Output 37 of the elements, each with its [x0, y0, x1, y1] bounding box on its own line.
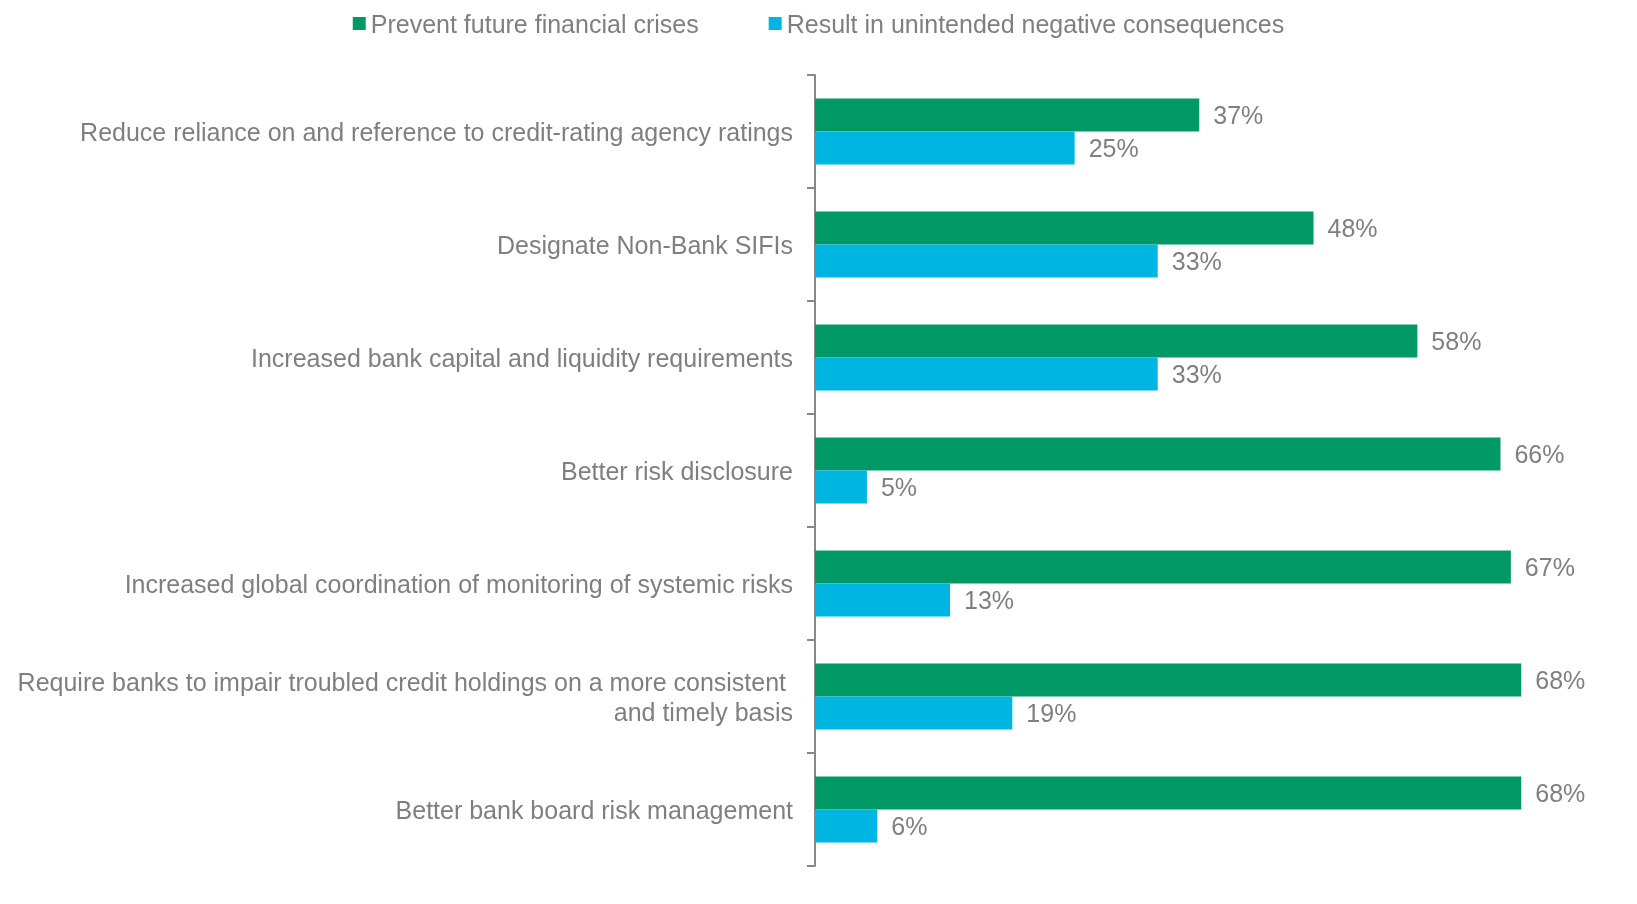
y-tick-label: Increased global coordination of monitoring of systemic risks — [124, 569, 793, 598]
bar — [815, 696, 1013, 730]
bar — [815, 357, 1158, 391]
y-tick-label: Increased bank capital and liquidity requirements — [251, 343, 793, 372]
bar — [815, 98, 1200, 132]
y-tick-label: Better risk disclosure — [560, 456, 793, 485]
y-tick-label: Require banks to impair troubled credit holdings on a more consistent and timely basis — [17, 667, 793, 726]
bar — [815, 324, 1418, 358]
data-label: 37% — [1213, 101, 1264, 129]
bar — [815, 663, 1522, 697]
data-label: 48% — [1327, 214, 1378, 242]
bar — [815, 776, 1522, 810]
data-label: 68% — [1535, 779, 1586, 807]
y-tick-label: Better bank board risk management — [395, 795, 794, 824]
y-tick-label: Designate Non-Bank SIFIs — [497, 230, 793, 259]
bar — [815, 131, 1075, 165]
data-label: 6% — [891, 812, 928, 840]
bar — [815, 211, 1314, 245]
data-label: 66% — [1514, 440, 1565, 468]
data-label: 25% — [1088, 134, 1139, 162]
data-label: 5% — [880, 473, 918, 501]
bar — [815, 244, 1158, 278]
data-label: 33% — [1171, 360, 1222, 388]
bar — [815, 470, 867, 504]
data-label: 58% — [1431, 327, 1482, 355]
bar — [815, 550, 1511, 584]
data-label: 13% — [964, 586, 1015, 614]
bar — [815, 583, 951, 617]
data-label: 67% — [1524, 553, 1575, 581]
legend-label: Result in unintended negative consequences — [786, 9, 1285, 38]
legend-label: Prevent future financial crises — [370, 9, 699, 38]
bar — [815, 437, 1501, 471]
bar — [815, 809, 878, 843]
data-label: 19% — [1026, 699, 1077, 727]
data-label: 33% — [1171, 247, 1222, 275]
y-tick-label: Reduce reliance on and reference to credit-rating agency ratings — [80, 117, 793, 146]
data-label: 68% — [1535, 666, 1586, 694]
